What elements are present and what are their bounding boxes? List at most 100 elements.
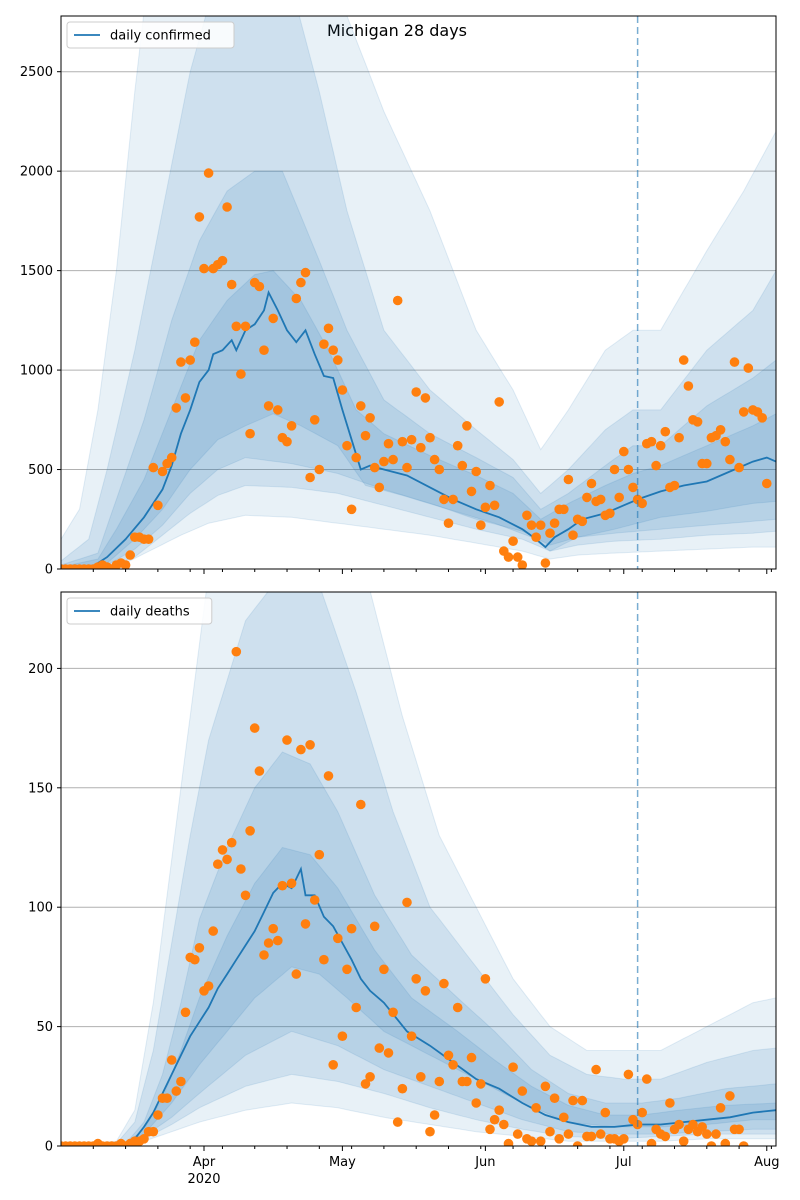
data-point (190, 954, 200, 965)
data-point (356, 799, 366, 810)
data-point (692, 417, 703, 427)
data-point (180, 1007, 191, 1018)
data-point (185, 355, 195, 365)
data-point (337, 1031, 348, 1041)
data-point (452, 440, 463, 451)
data-point (139, 1134, 149, 1144)
data-point (439, 494, 449, 505)
data-point (568, 530, 578, 540)
y-tick-label: 2000 (20, 165, 53, 180)
data-point (291, 969, 302, 979)
data-point (549, 1093, 560, 1103)
data-point (416, 442, 426, 453)
data-point (222, 854, 232, 865)
data-point (715, 425, 726, 435)
data-point (314, 464, 325, 475)
uncertainty-band-3 (61, 846, 776, 1146)
y-tick-label: 50 (36, 1020, 53, 1035)
data-point (203, 981, 214, 991)
series-line (61, 866, 776, 1146)
data-point (545, 528, 555, 538)
data-point (582, 492, 592, 503)
data-point (642, 1074, 652, 1084)
legend: daily confirmed (66, 21, 235, 49)
data-point (738, 407, 749, 417)
data-point (572, 1141, 583, 1146)
data-point (600, 1107, 611, 1118)
y-tick-label: 150 (28, 781, 53, 796)
data-point (268, 923, 279, 934)
data-point (466, 486, 477, 497)
data-point (535, 520, 546, 530)
data-point (249, 723, 260, 733)
data-point (577, 1095, 588, 1106)
data-point (360, 1079, 371, 1089)
axes-frame (60, 15, 777, 570)
data-point (333, 355, 343, 365)
undefined-plot-area (61, 592, 776, 1146)
data-point (471, 1098, 482, 1108)
data-point (646, 436, 657, 447)
data-point (678, 355, 689, 365)
data-point (208, 926, 218, 936)
data-point (623, 1069, 634, 1080)
data-point (434, 464, 445, 475)
data-point (485, 1124, 495, 1135)
data-point (240, 321, 251, 332)
data-point (374, 1043, 385, 1053)
data-point (180, 393, 191, 403)
data-point (494, 1105, 505, 1115)
x-tick-sublabel: 2020 (187, 1172, 220, 1187)
data-point (282, 735, 292, 745)
y-tick-label: 1500 (20, 264, 53, 279)
y-tick-label: 100 (28, 901, 53, 916)
data-point (429, 454, 440, 465)
data-point (595, 1129, 606, 1139)
data-point (309, 415, 320, 425)
data-point (323, 323, 334, 334)
data-point (678, 1136, 689, 1146)
data-point (425, 432, 435, 443)
data-point (489, 1114, 500, 1125)
data-point (365, 1072, 375, 1082)
data-point (651, 460, 661, 471)
data-point (402, 462, 412, 473)
data-point (166, 452, 177, 463)
data-point (637, 1107, 647, 1118)
data-point (443, 1050, 454, 1061)
data-point (342, 440, 352, 451)
data-point (462, 1076, 472, 1087)
data-point (697, 1122, 707, 1132)
data-point (171, 403, 182, 413)
data-point (623, 464, 634, 475)
data-point (300, 267, 311, 278)
data-point (471, 466, 482, 477)
data-point (674, 432, 684, 443)
data-point (563, 474, 574, 485)
data-point (448, 1060, 458, 1070)
uncertainty-band-3 (61, 270, 776, 569)
data-point (213, 859, 223, 869)
legend: daily deaths (66, 597, 213, 625)
data-point (439, 978, 449, 989)
data-point (429, 1110, 440, 1120)
data-point (148, 462, 159, 473)
data-point (245, 428, 255, 439)
data-point (231, 646, 242, 657)
data-point (383, 438, 394, 449)
axes-frame (60, 591, 777, 1147)
data-point (291, 293, 302, 304)
data-point (406, 1031, 417, 1041)
data-point (171, 1086, 182, 1096)
data-point (535, 1136, 546, 1146)
data-point (402, 897, 412, 908)
data-point (346, 504, 357, 515)
data-point (273, 405, 283, 415)
data-point (605, 508, 615, 519)
y-tick-label: 2500 (20, 65, 53, 80)
data-point (577, 516, 588, 527)
data-point (203, 168, 214, 178)
data-point (715, 1103, 726, 1113)
legend-box (66, 597, 213, 625)
data-point (448, 494, 458, 505)
